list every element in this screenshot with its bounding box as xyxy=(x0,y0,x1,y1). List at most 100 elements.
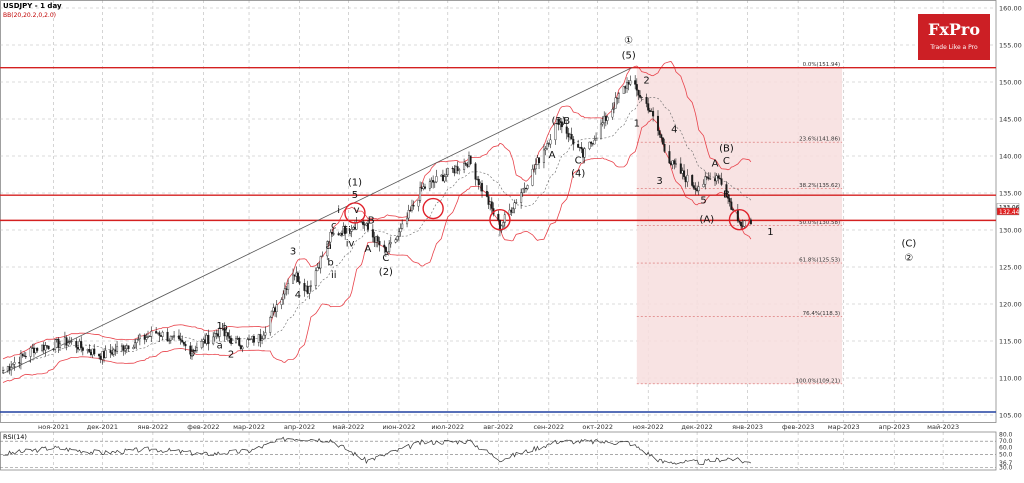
candle-body xyxy=(339,233,342,236)
candle-body xyxy=(611,109,614,118)
candle-body xyxy=(683,170,686,177)
candle-body xyxy=(11,363,14,368)
candle-body xyxy=(309,285,312,287)
candle-body xyxy=(481,183,484,192)
candle-body xyxy=(446,168,449,175)
candle-body xyxy=(109,350,112,353)
candle-body xyxy=(606,116,609,121)
rsi-plot-frame xyxy=(0,431,997,471)
candle-body xyxy=(179,338,182,341)
wave-label: 5 xyxy=(352,190,358,201)
candle-body xyxy=(572,138,575,145)
candle-body xyxy=(52,348,55,350)
x-tick-label: окт-2022 xyxy=(582,423,613,431)
candle-body xyxy=(42,344,45,351)
candle-body xyxy=(485,191,488,197)
candle-body xyxy=(168,340,171,342)
candle-body xyxy=(401,223,404,229)
candle-body xyxy=(65,337,68,346)
candle-body xyxy=(663,144,666,152)
candle-body xyxy=(720,178,723,185)
candle-body xyxy=(525,187,528,189)
candle-body xyxy=(725,184,728,198)
candle-body xyxy=(47,345,50,350)
candle-body xyxy=(68,341,71,343)
candle-body xyxy=(749,219,752,225)
candle-body xyxy=(467,155,470,167)
y-tick-label: 160.00 xyxy=(999,5,1022,13)
candle-body xyxy=(707,177,710,179)
candle-body xyxy=(498,219,501,231)
highlight-circle xyxy=(728,208,751,231)
candle-body xyxy=(212,336,215,345)
y-tick-label: 140.00 xyxy=(999,153,1022,161)
wave-label: ② xyxy=(904,253,913,264)
candle-body xyxy=(650,110,653,112)
candle-body xyxy=(215,333,218,335)
wave-label: (1) xyxy=(348,178,362,189)
candle-body xyxy=(124,348,127,351)
y-tick-label: 120.00 xyxy=(999,301,1022,309)
wave-label: c xyxy=(331,221,337,232)
candle-body xyxy=(55,338,58,340)
candle-body xyxy=(326,241,329,257)
candle-body xyxy=(145,337,148,340)
candle-body xyxy=(743,220,746,227)
candle-body xyxy=(295,272,298,277)
wave-label: A xyxy=(549,150,556,161)
candle-body xyxy=(673,160,676,165)
candle-body xyxy=(577,144,580,148)
candle-body xyxy=(101,351,104,360)
candle-body xyxy=(287,283,290,290)
candle-body xyxy=(668,151,671,164)
candle-body xyxy=(648,110,651,112)
candle-body xyxy=(652,110,655,117)
bollinger-middle-band xyxy=(2,96,752,371)
wave-label: (3) xyxy=(552,116,566,127)
logo-brand: FxPro xyxy=(927,20,981,39)
candle-body xyxy=(490,201,493,209)
candle-body xyxy=(389,242,392,245)
candle-body xyxy=(634,80,637,85)
candle-body xyxy=(423,186,426,189)
candle-body xyxy=(533,168,536,170)
candle-body xyxy=(645,97,648,104)
x-tick-label: дек-2022 xyxy=(681,423,712,431)
candle-body xyxy=(314,270,317,286)
candle-body xyxy=(67,342,70,346)
candle-body xyxy=(78,341,81,350)
candle-body xyxy=(166,331,169,342)
candle-body xyxy=(308,286,311,294)
candle-body xyxy=(660,134,663,139)
candle-body xyxy=(661,137,664,145)
chart-title: USDJPY - 1 day xyxy=(3,2,62,10)
trend-line xyxy=(2,67,633,374)
candle-body xyxy=(6,366,9,371)
candle-body xyxy=(103,351,106,359)
candle-body xyxy=(332,233,335,235)
x-tick-label: янв-2022 xyxy=(137,423,168,431)
candle-body xyxy=(500,225,503,231)
candle-body xyxy=(205,334,208,344)
candle-body xyxy=(627,82,630,85)
candle-body xyxy=(487,196,490,205)
x-tick-label: май-2022 xyxy=(332,423,364,431)
candle-body xyxy=(23,355,26,357)
candle-body xyxy=(565,126,568,134)
wave-label: C xyxy=(723,156,730,167)
candle-body xyxy=(456,166,459,172)
candle-body xyxy=(691,174,694,186)
candle-body xyxy=(122,345,125,351)
candle-body xyxy=(617,93,620,99)
fib-level-label: 100.0%(109.21) xyxy=(796,378,841,384)
candle-body xyxy=(694,187,697,190)
x-tick-label: дек-2021 xyxy=(87,423,118,431)
candle-body xyxy=(453,168,456,174)
candle-body xyxy=(738,220,741,223)
wave-label: v xyxy=(354,205,360,216)
wave-label: ii xyxy=(331,270,337,281)
candle-body xyxy=(511,208,514,213)
candle-body xyxy=(681,170,684,174)
main-plot-background xyxy=(0,0,996,422)
rsi-line xyxy=(2,436,752,465)
